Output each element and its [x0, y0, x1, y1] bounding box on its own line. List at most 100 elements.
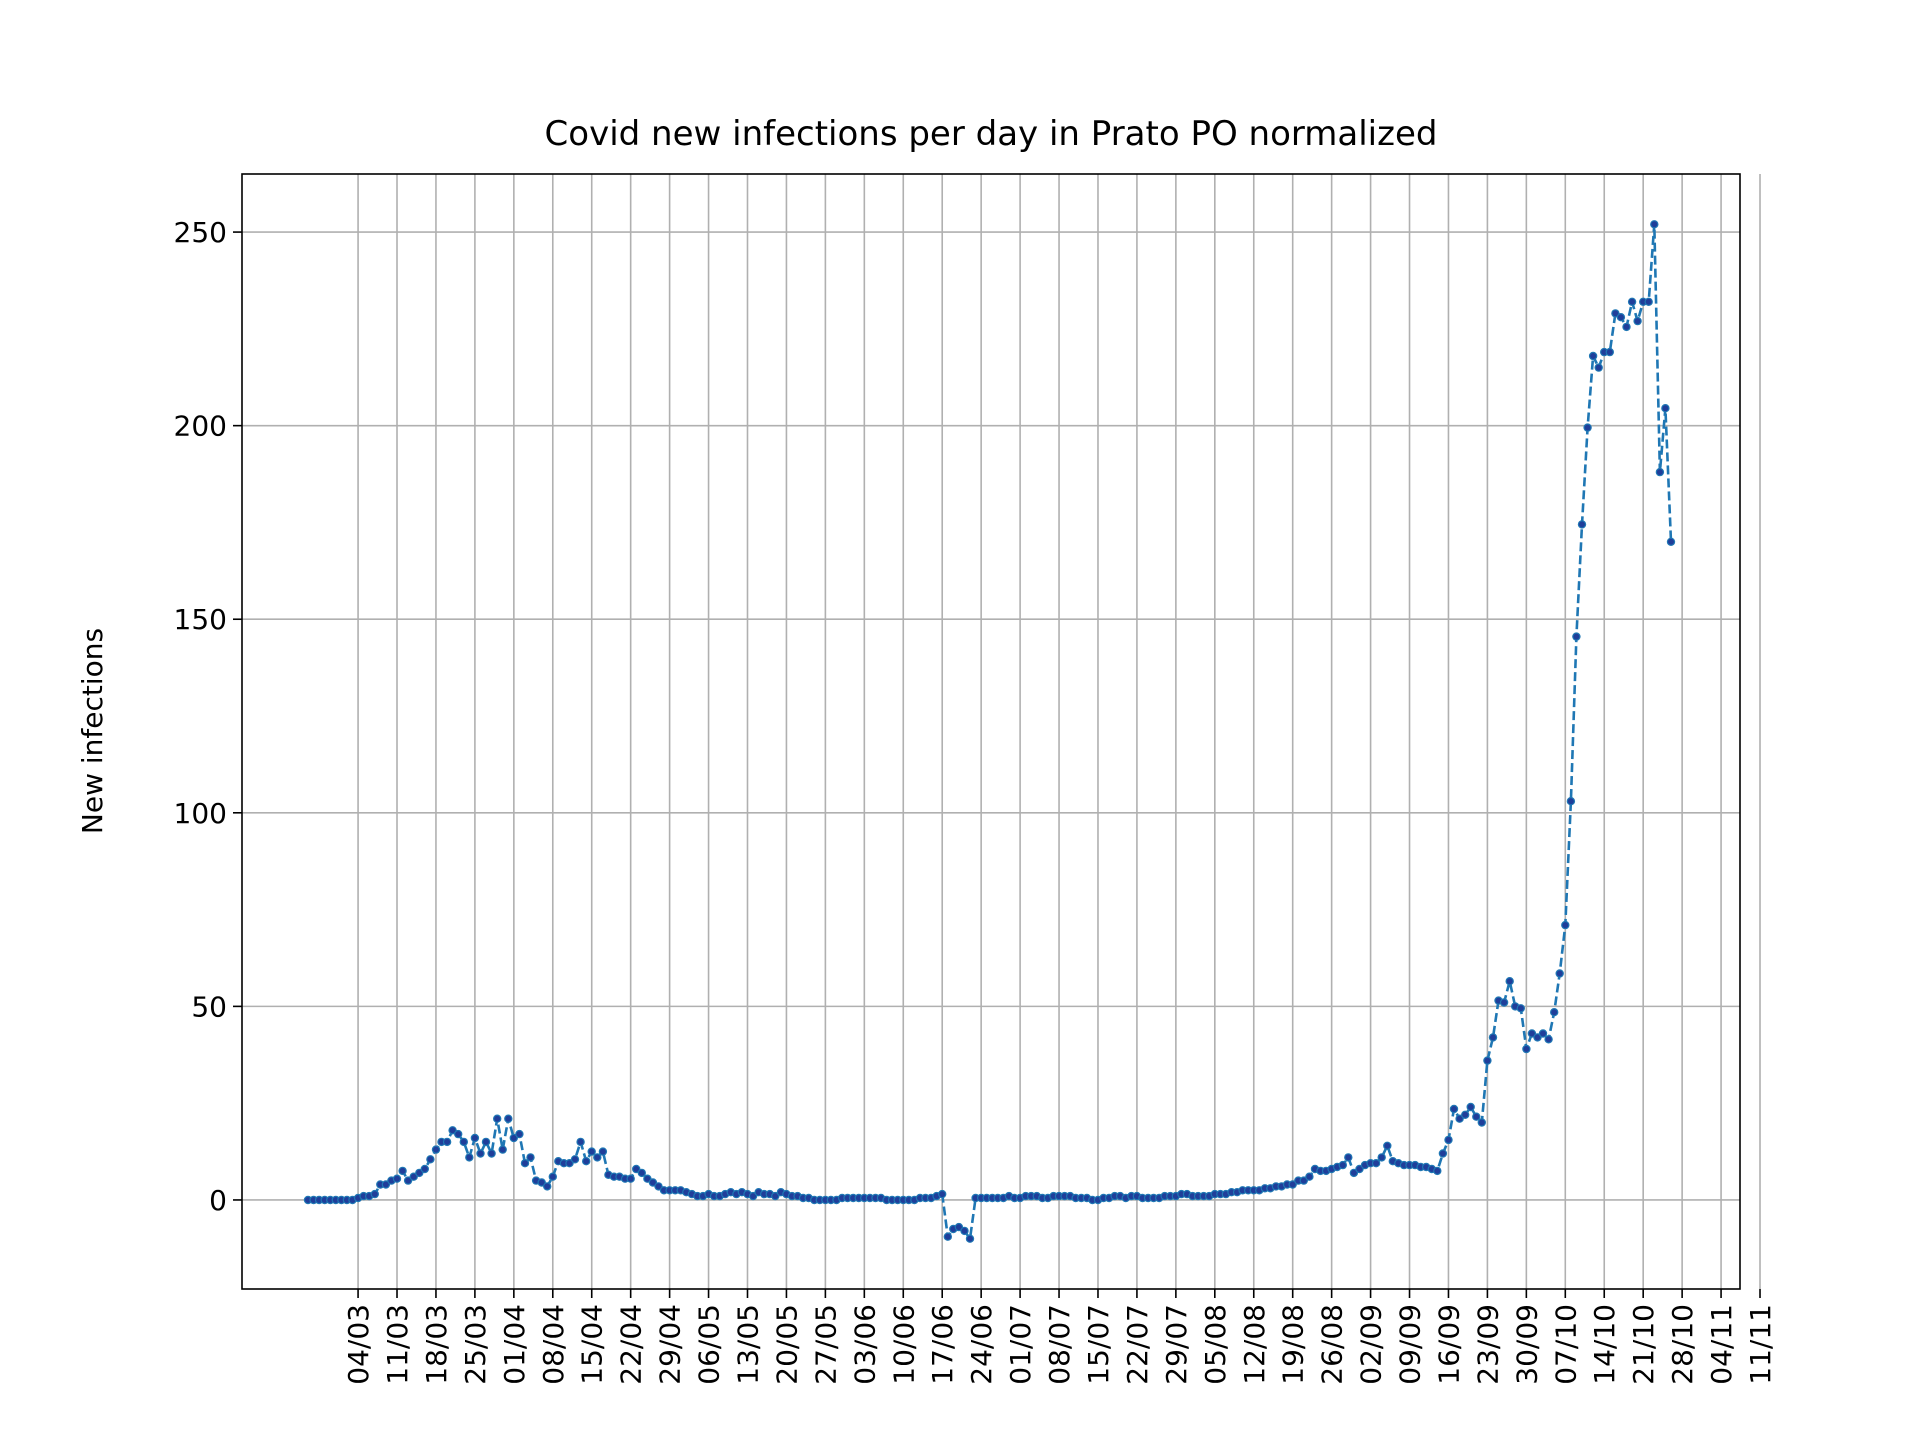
x-tick-label: 08/04	[537, 1304, 570, 1385]
data-point	[454, 1129, 463, 1139]
x-tick-label: 29/07	[1160, 1304, 1193, 1385]
data-point	[526, 1153, 535, 1162]
data-point	[370, 1189, 379, 1199]
data-point	[654, 1182, 663, 1191]
data-point	[1544, 1035, 1553, 1044]
y-tick-label: 250	[174, 216, 227, 249]
data-point	[498, 1145, 507, 1154]
data-point	[487, 1149, 496, 1158]
data-point	[1433, 1166, 1442, 1176]
data-point	[1338, 1160, 1348, 1170]
x-tick-label: 15/07	[1082, 1304, 1115, 1385]
data-point	[1349, 1168, 1359, 1178]
data-point	[576, 1137, 585, 1147]
x-tick-label: 05/08	[1199, 1304, 1232, 1385]
data-point	[593, 1153, 602, 1162]
data-point	[493, 1114, 502, 1123]
data-point	[960, 1226, 969, 1236]
data-point	[1383, 1141, 1392, 1151]
data-point	[1460, 1110, 1470, 1120]
data-point	[1466, 1102, 1475, 1112]
data-point	[543, 1182, 552, 1191]
data-point	[1516, 1004, 1526, 1013]
data-point	[426, 1155, 435, 1164]
data-point	[1344, 1153, 1353, 1162]
data-point	[598, 1147, 608, 1156]
x-tick-label: 04/11	[1705, 1304, 1738, 1385]
data-point	[965, 1234, 975, 1243]
x-tick-label: 09/09	[1394, 1304, 1427, 1385]
y-tick-label: 0	[209, 1184, 227, 1217]
x-tick-label: 30/09	[1510, 1304, 1543, 1385]
data-point	[1650, 220, 1659, 229]
data-point	[648, 1178, 658, 1187]
data-point	[1505, 977, 1514, 986]
data-point	[1561, 920, 1570, 930]
data-point	[943, 1232, 953, 1241]
x-tick-label: 01/07	[1004, 1304, 1037, 1385]
x-tick-label: 19/08	[1277, 1304, 1310, 1385]
x-tick-label: 02/09	[1355, 1304, 1388, 1385]
data-point	[448, 1126, 457, 1135]
data-point	[1483, 1056, 1492, 1065]
y-axis-label: New infections	[76, 628, 109, 834]
x-tick-label: 28/10	[1666, 1304, 1699, 1385]
x-tick-label: 04/03	[342, 1304, 375, 1385]
x-tick-label: 25/03	[459, 1304, 492, 1385]
data-point	[381, 1180, 391, 1189]
data-point	[938, 1189, 947, 1199]
data-point	[1533, 1033, 1542, 1042]
data-point	[1499, 998, 1509, 1007]
x-tick-label: 16/09	[1432, 1304, 1465, 1385]
data-point	[481, 1137, 491, 1147]
data-point	[431, 1145, 441, 1154]
x-tick-label: 18/03	[420, 1304, 453, 1385]
x-tick-label: 03/06	[848, 1304, 881, 1385]
data-point	[1371, 1158, 1381, 1168]
data-point	[1477, 1118, 1487, 1127]
data-point	[1488, 1033, 1498, 1042]
axes: 0 50 100 150 200 250 04/03 11/03 18/03 25/03 01/04…	[174, 216, 1777, 1385]
data-point	[465, 1153, 474, 1162]
y-tick-label: 200	[174, 410, 227, 443]
data-point	[1549, 1008, 1559, 1017]
data-point	[1305, 1172, 1314, 1181]
data-point	[459, 1137, 468, 1147]
plot-frame	[241, 173, 1741, 1290]
data-point	[1594, 363, 1603, 372]
data-point	[1455, 1114, 1464, 1123]
x-tick-label: 27/05	[809, 1304, 842, 1385]
data-point	[954, 1222, 964, 1232]
data-point	[632, 1164, 641, 1174]
data-point	[515, 1129, 524, 1139]
x-tick-label: 13/05	[731, 1304, 764, 1385]
grid	[242, 174, 1761, 1289]
data-point	[1627, 297, 1637, 306]
data-point	[570, 1155, 580, 1164]
data-point	[415, 1168, 424, 1178]
data-point	[420, 1164, 429, 1174]
x-tick-label: 24/06	[965, 1304, 998, 1385]
data-point	[1661, 404, 1670, 413]
data-point	[1472, 1112, 1481, 1121]
data-point	[1577, 520, 1587, 529]
data-point	[442, 1137, 452, 1147]
data-point	[1588, 351, 1598, 361]
data-point	[1566, 797, 1576, 806]
data-point	[1538, 1029, 1548, 1038]
data-point	[1299, 1176, 1309, 1185]
data-point	[1611, 309, 1620, 318]
x-tick-label: 15/04	[576, 1304, 609, 1385]
data-point	[1572, 632, 1581, 641]
data-point	[1605, 347, 1615, 357]
data-point	[548, 1172, 558, 1181]
x-tick-label: 21/10	[1627, 1304, 1660, 1385]
data-point	[403, 1176, 413, 1185]
y-tick-label: 50	[191, 990, 227, 1023]
data-point	[637, 1168, 647, 1178]
data-point	[1377, 1153, 1386, 1162]
data-point	[1527, 1029, 1537, 1038]
data-point	[1522, 1044, 1531, 1054]
